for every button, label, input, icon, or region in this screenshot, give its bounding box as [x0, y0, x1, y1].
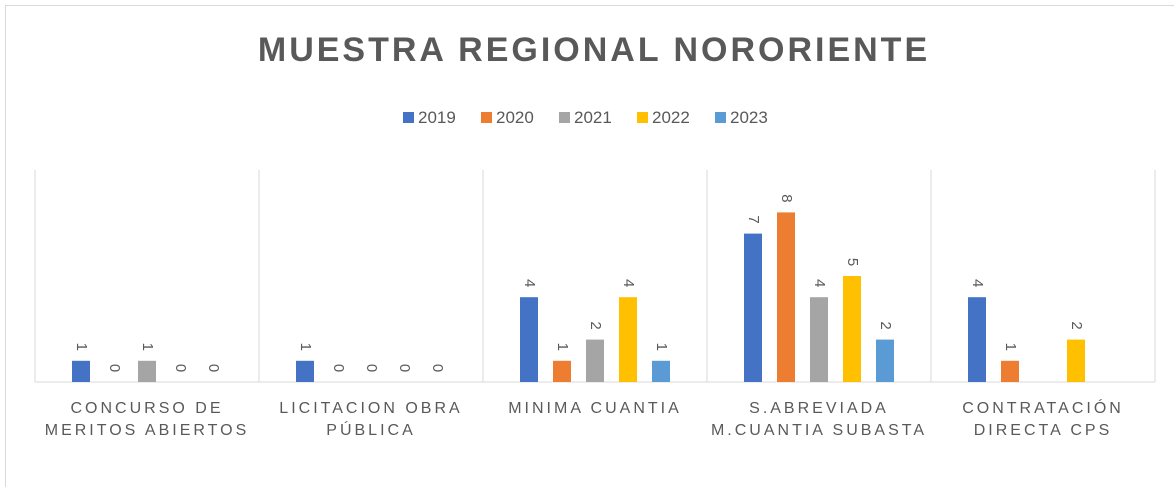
- data-label: 1: [1002, 343, 1019, 351]
- bar: [586, 339, 604, 382]
- data-label: 8: [778, 194, 795, 202]
- data-label: 5: [844, 258, 861, 266]
- bar: [652, 360, 670, 382]
- data-label: 0: [172, 364, 189, 372]
- x-tick-label: MINIMA CUANTIA: [508, 400, 682, 417]
- bar: [619, 297, 637, 382]
- data-label: 0: [396, 364, 413, 372]
- data-label: 0: [106, 364, 123, 372]
- bar: [1067, 339, 1085, 382]
- bar: [843, 276, 861, 382]
- data-label: 2: [587, 321, 604, 329]
- x-tick-label: CONCURSO DE MERITOS ABIERTOS: [44, 400, 250, 439]
- data-label: 1: [139, 343, 156, 351]
- legend-label: 2023: [730, 108, 768, 127]
- data-label: 4: [969, 279, 986, 287]
- bar: [138, 360, 156, 382]
- data-label: 0: [429, 364, 446, 372]
- chart-border: [5, 5, 1174, 487]
- legend-swatch: [637, 112, 648, 123]
- legend-swatch: [403, 112, 414, 123]
- legend-label: 2019: [418, 108, 456, 127]
- legend-label: 2020: [496, 108, 534, 127]
- bar: [296, 360, 314, 382]
- data-label: 4: [521, 279, 538, 287]
- legend-label: 2021: [574, 108, 612, 127]
- legend-swatch: [715, 112, 726, 123]
- data-label: 1: [73, 343, 90, 351]
- bar: [72, 360, 90, 382]
- data-label: 2: [877, 321, 894, 329]
- x-tick-label: LICITACION OBRA PÚBLICA: [279, 400, 463, 439]
- data-label: 1: [297, 343, 314, 351]
- bar: [968, 297, 986, 382]
- bar: [876, 339, 894, 382]
- legend-swatch: [559, 112, 570, 123]
- chart-title: MUESTRA REGIONAL NORORIENTE: [258, 31, 930, 69]
- bar: [777, 212, 795, 382]
- legend-label: 2022: [652, 108, 690, 127]
- bar: [744, 233, 762, 382]
- data-label: 1: [554, 343, 571, 351]
- x-tick-label: S.ABREVIADA M.CUANTIA SUBASTA: [710, 400, 928, 439]
- bar: [810, 297, 828, 382]
- data-label: 1: [653, 343, 670, 351]
- data-label: 4: [620, 279, 637, 287]
- bar: [553, 360, 571, 382]
- data-label: 0: [363, 364, 380, 372]
- data-label: 4: [811, 279, 828, 287]
- data-label: 2: [1068, 321, 1085, 329]
- x-tick-label: CONTRATACIÓN DIRECTA CPS: [962, 400, 1124, 439]
- data-label: 0: [205, 364, 222, 372]
- legend-swatch: [481, 112, 492, 123]
- data-label: 0: [330, 364, 347, 372]
- bar: [520, 297, 538, 382]
- data-label: 7: [745, 215, 762, 223]
- bar: [1001, 360, 1019, 382]
